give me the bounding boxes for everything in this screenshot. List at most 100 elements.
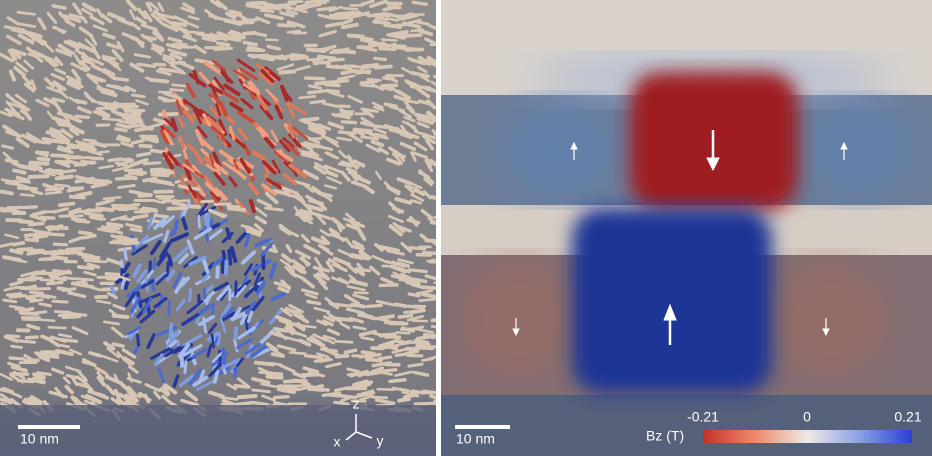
spin-arrow	[389, 33, 410, 38]
spin-arrow	[75, 382, 90, 389]
spin-arrow	[124, 106, 142, 116]
spin-arrow	[175, 97, 190, 112]
spin-arrow	[127, 390, 142, 399]
spin-arrow	[12, 179, 32, 184]
spin-arrow	[237, 326, 256, 340]
spin-arrow	[388, 378, 407, 384]
spin-arrow	[84, 393, 103, 405]
spin-arrow	[213, 202, 232, 206]
spin-arrow	[286, 29, 302, 34]
spin-arrow	[259, 104, 274, 121]
spin-arrow	[298, 95, 317, 100]
spin-arrow	[212, 151, 222, 169]
spin-arrow	[182, 163, 195, 173]
spin-arrow	[87, 73, 107, 83]
spin-arrow	[406, 353, 424, 358]
spin-arrow	[236, 377, 249, 388]
spin-arrow	[96, 84, 107, 94]
spin-arrow	[269, 361, 283, 367]
spin-arrow	[144, 383, 162, 393]
spin-arrow	[307, 370, 326, 378]
spin-arrow	[172, 374, 180, 389]
spin-arrow	[319, 229, 331, 237]
spin-arrow	[333, 400, 350, 406]
layer-bottom	[441, 395, 932, 456]
spin-arrow	[162, 129, 174, 146]
spin-arrow	[325, 362, 342, 369]
spin-arrow	[236, 394, 258, 400]
spin-arrow	[251, 400, 270, 407]
spin-arrow	[397, 397, 411, 403]
spin-arrow	[295, 3, 309, 9]
spin-arrow	[117, 119, 137, 126]
spin-arrow	[159, 241, 172, 259]
spin-arrow	[345, 167, 358, 175]
spin-arrow	[149, 1, 160, 12]
spin-arrow	[52, 242, 69, 247]
spin-arrow	[245, 229, 262, 237]
spin-arrow	[323, 315, 335, 323]
spin-arrow	[91, 46, 101, 60]
spin-arrow	[401, 66, 415, 76]
spin-arrow	[113, 388, 122, 403]
spin-arrow	[331, 217, 346, 230]
spin-arrow	[31, 37, 47, 44]
spin-arrow	[245, 301, 256, 315]
spin-arrow	[167, 36, 183, 44]
spin-arrow	[254, 206, 268, 218]
spin-arrow	[422, 190, 432, 200]
spin-arrow	[73, 162, 88, 167]
spin-arrow	[347, 132, 363, 143]
spin-arrow	[117, 183, 136, 190]
colorbar	[703, 430, 912, 443]
spin-arrow	[37, 140, 52, 145]
spin-arrow	[273, 281, 291, 289]
spin-arrow	[105, 221, 124, 228]
spin-arrow	[122, 356, 135, 366]
spin-arrow	[265, 342, 279, 352]
spin-arrow	[146, 122, 164, 129]
spin-arrow	[177, 116, 185, 128]
spin-arrow	[265, 374, 284, 380]
spin-arrow	[19, 311, 40, 316]
spin-arrow	[185, 82, 196, 99]
spin-arrow	[112, 303, 126, 311]
spin-arrow	[408, 245, 427, 251]
spin-arrow	[120, 141, 134, 148]
spin-arrow	[225, 204, 244, 209]
spin-arrow	[273, 150, 288, 163]
spin-arrow	[215, 0, 229, 11]
spin-arrow	[227, 31, 241, 39]
spin-arrow	[304, 76, 326, 81]
spin-arrow	[237, 127, 249, 141]
spin-arrow	[404, 184, 419, 191]
spin-arrow	[352, 293, 370, 301]
spin-arrow	[45, 86, 61, 94]
spin-arrow	[282, 379, 299, 384]
spin-arrow	[298, 338, 312, 347]
spin-arrow	[321, 101, 340, 108]
spin-arrow	[224, 18, 242, 25]
spin-arrow	[233, 326, 239, 341]
spin-arrow	[136, 269, 148, 283]
spin-arrow	[268, 262, 277, 280]
spin-arrow	[212, 255, 226, 267]
spin-arrow	[50, 153, 71, 159]
spin-arrow	[369, 41, 386, 48]
spin-arrow	[324, 184, 338, 190]
spin-arrow	[210, 190, 221, 202]
spin-arrow	[276, 23, 297, 28]
spin-arrow	[310, 236, 327, 246]
spin-arrow	[306, 299, 322, 306]
spin-arrow	[8, 69, 17, 82]
spin-arrow	[308, 123, 325, 132]
axis-x: x	[334, 434, 341, 450]
spin-arrow	[15, 175, 30, 183]
spin-arrow	[282, 173, 297, 186]
spin-arrow	[373, 105, 385, 112]
spin-arrow	[153, 353, 164, 367]
spin-arrow	[318, 269, 328, 278]
spin-arrow	[16, 10, 36, 16]
spin-arrow	[178, 252, 189, 265]
colorbar-tick: -0.21	[687, 409, 719, 425]
